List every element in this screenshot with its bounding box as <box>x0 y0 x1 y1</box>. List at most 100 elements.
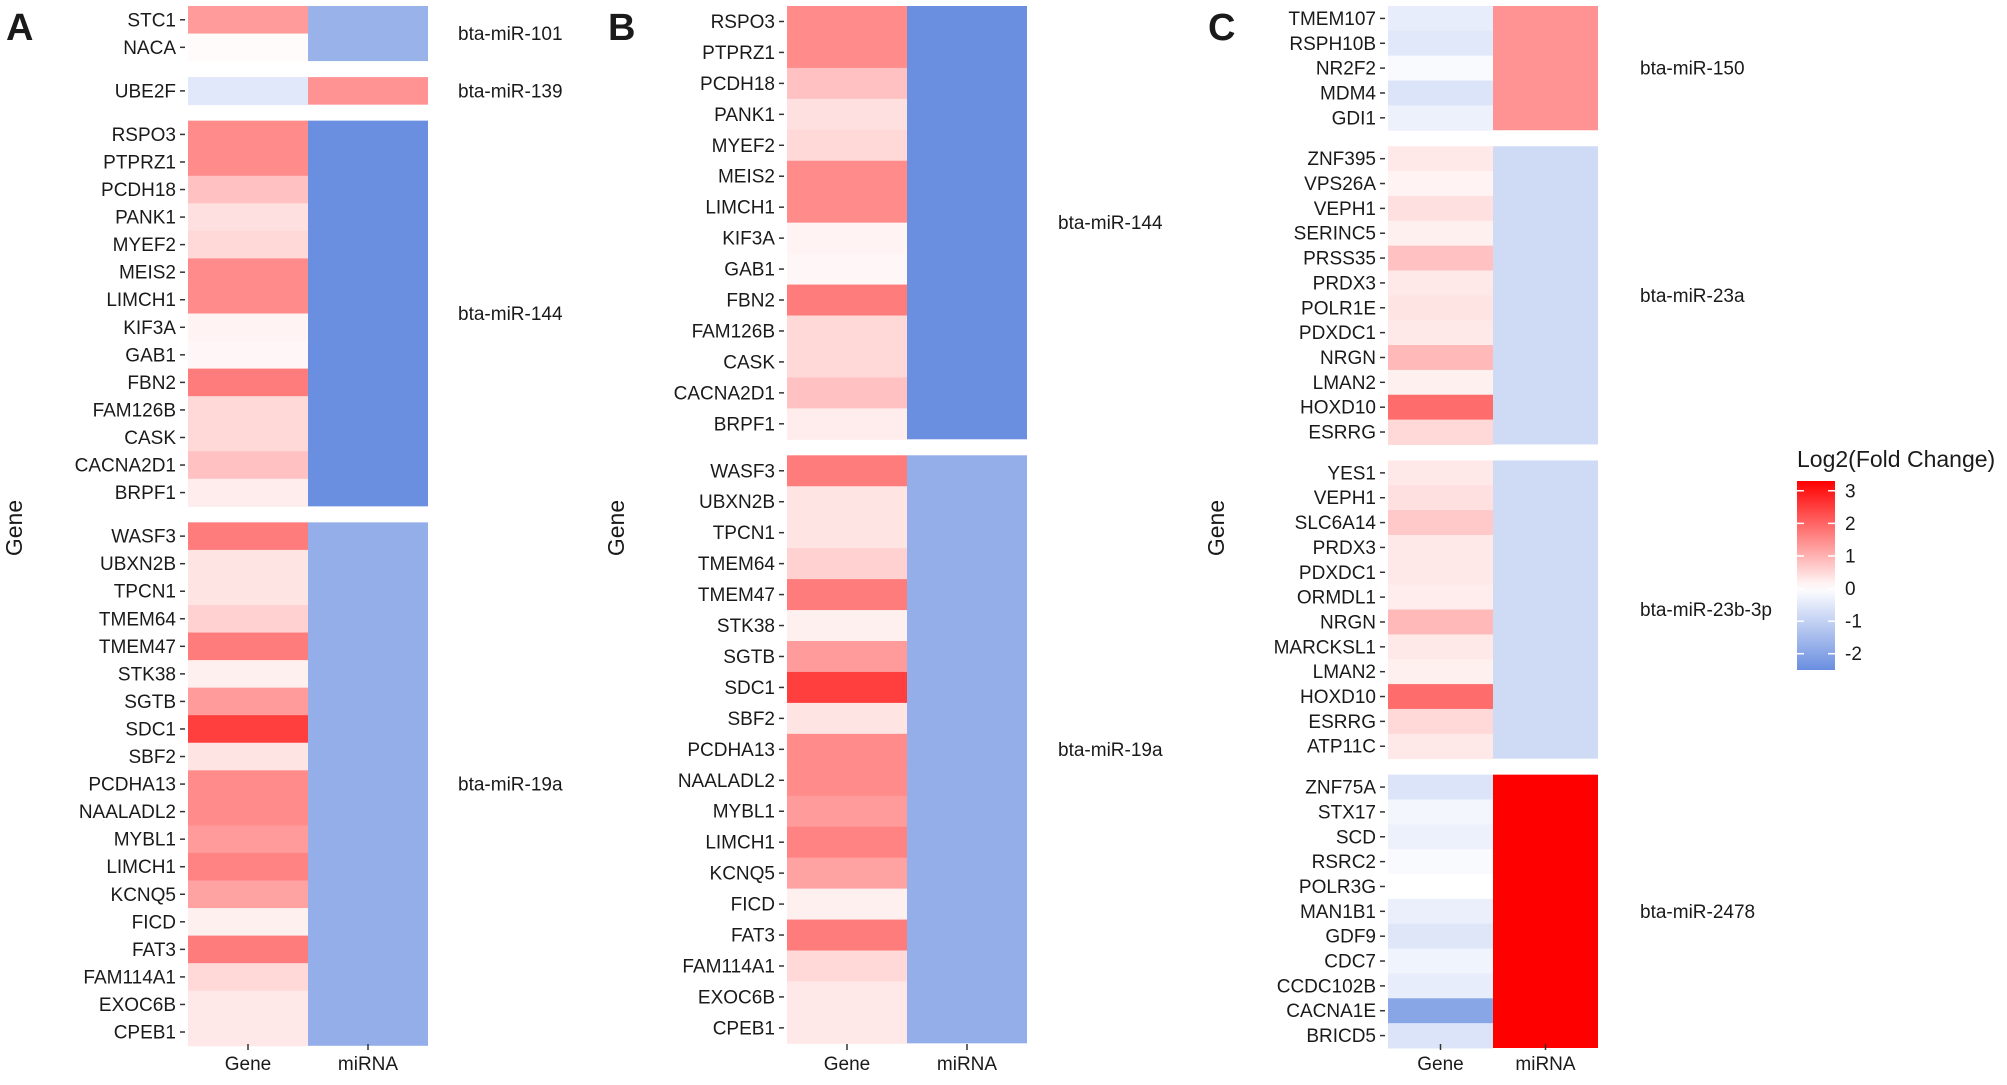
y-axis-title-a: Gene <box>1 500 27 556</box>
gene-cell-a-stk38 <box>188 660 308 689</box>
gene-cell-b-mybl1 <box>787 795 907 828</box>
gene-label-cask: CASK <box>124 428 176 449</box>
legend-tick-label: 1 <box>1845 546 1856 567</box>
gene-cell-b-myef2 <box>787 129 907 162</box>
gene-label-lman2: LMAN2 <box>1313 662 1376 683</box>
gene-cell-a-naaladl2 <box>188 797 308 826</box>
gene-cell-b-stk38 <box>787 610 907 642</box>
x-tick-gene: Gene <box>225 1054 271 1075</box>
gene-cell-c-znf395 <box>1388 146 1493 172</box>
gene-cell-c-prdx3 <box>1388 270 1493 296</box>
gene-label-ormdl1: ORMDL1 <box>1297 588 1376 609</box>
gene-label-scd: SCD <box>1336 827 1376 848</box>
gene-cell-b-pcdha13 <box>787 733 907 766</box>
gene-label-esrrg: ESRRG <box>1308 423 1376 444</box>
gene-label-gab1: GAB1 <box>724 260 775 281</box>
gene-cell-b-kcnq5 <box>787 857 907 890</box>
gene-label-mybl1: MYBL1 <box>114 830 176 851</box>
gene-cell-c-tmem107 <box>1388 6 1493 32</box>
gene-label-fam126b: FAM126B <box>692 321 775 342</box>
gene-cell-a-kif3a <box>188 313 308 342</box>
gene-cell-c-veph1 <box>1388 485 1493 511</box>
mirna-label-bta-mir-19a: bta-miR-19a <box>458 775 563 796</box>
gene-label-cask: CASK <box>723 352 775 373</box>
x-tick-mirna: miRNA <box>1515 1054 1575 1075</box>
mirna-label-bta-mir-139: bta-miR-139 <box>458 81 563 102</box>
gene-cell-a-cask <box>188 423 308 452</box>
gene-label-ubxn2b: UBXN2B <box>699 492 775 513</box>
gene-cell-a-limch1 <box>188 852 308 881</box>
gene-cell-b-naaladl2 <box>787 764 907 797</box>
gene-label-ube2f: UBE2F <box>115 81 176 102</box>
panel-letter-a: A <box>6 7 33 49</box>
mirna-label-bta-mir-150: bta-miR-150 <box>1640 59 1745 80</box>
gene-label-pcdha13: PCDHA13 <box>687 740 775 761</box>
gene-label-lman2: LMAN2 <box>1313 373 1376 394</box>
gene-label-kif3a: KIF3A <box>722 229 775 250</box>
gene-cell-b-cpeb1 <box>787 1012 907 1044</box>
gene-cell-c-polr1e <box>1388 295 1493 321</box>
gene-cell-a-meis2 <box>188 258 308 287</box>
gene-label-wasf3: WASF3 <box>111 527 176 548</box>
gene-label-pdxdc1: PDXDC1 <box>1299 563 1376 584</box>
gene-cell-c-atp11c <box>1388 733 1493 760</box>
gene-label-ficd: FICD <box>132 912 176 933</box>
gene-label-znf395: ZNF395 <box>1307 149 1376 170</box>
gene-cell-b-tmem64 <box>787 548 907 580</box>
mirna-cell-c-bta-mir-150 <box>1493 6 1598 131</box>
gene-label-rspo3: RSPO3 <box>112 125 176 146</box>
gene-cell-b-fat3 <box>787 919 907 951</box>
gene-cell-c-gdf9 <box>1388 923 1493 950</box>
mirna-cell-b-bta-mir-19a <box>907 455 1027 1044</box>
panel-letter-c: C <box>1208 7 1235 49</box>
gene-label-stk38: STK38 <box>717 616 775 637</box>
gene-label-pcdh18: PCDH18 <box>700 74 775 95</box>
gene-label-ptprz1: PTPRZ1 <box>103 152 176 173</box>
gene-label-tmem47: TMEM47 <box>698 585 775 606</box>
legend-title: Log2(Fold Change) <box>1797 446 1995 472</box>
mirna-cell-c-bta-mir-2478 <box>1493 774 1598 1048</box>
gene-cell-c-polr3g <box>1388 874 1493 900</box>
gene-cell-a-wasf3 <box>188 522 308 551</box>
mirna-label-bta-mir-2478: bta-miR-2478 <box>1640 902 1755 923</box>
gene-cell-a-pcdha13 <box>188 770 308 799</box>
gene-label-sbf2: SBF2 <box>128 747 176 768</box>
gene-cell-c-hoxd10 <box>1388 394 1493 421</box>
gene-label-exoc6b: EXOC6B <box>698 987 775 1008</box>
gene-cell-b-pcdh18 <box>787 67 907 100</box>
gene-cell-a-sbf2 <box>188 742 308 771</box>
gene-label-exoc6b: EXOC6B <box>99 995 176 1016</box>
gene-label-meis2: MEIS2 <box>119 263 176 284</box>
gene-label-naaladl2: NAALADL2 <box>79 802 176 823</box>
gene-cell-c-cdc7 <box>1388 948 1493 974</box>
gene-label-brpf1: BRPF1 <box>714 414 775 435</box>
gene-label-naca: NACA <box>123 38 176 59</box>
gene-label-tmem107: TMEM107 <box>1288 9 1376 30</box>
gene-label-stk38: STK38 <box>118 664 176 685</box>
gene-cell-a-naca <box>188 33 308 62</box>
gene-cell-a-kcnq5 <box>188 880 308 909</box>
gene-cell-c-prss35 <box>1388 245 1493 271</box>
gene-label-limch1: LIMCH1 <box>705 198 775 219</box>
gene-cell-b-fam126b <box>787 315 907 347</box>
mirna-label-bta-mir-101: bta-miR-101 <box>458 24 563 45</box>
gene-label-fat3: FAT3 <box>132 940 176 961</box>
gene-label-tmem47: TMEM47 <box>99 637 176 658</box>
gene-label-esrrg: ESRRG <box>1308 712 1376 733</box>
gene-cell-a-sdc1 <box>188 715 308 744</box>
gene-cell-a-tpcn1 <box>188 577 308 606</box>
gene-cell-a-fam126b <box>188 396 308 425</box>
gene-label-rsph10b: RSPH10B <box>1289 34 1376 55</box>
mirna-label-bta-mir-144: bta-miR-144 <box>1058 213 1163 234</box>
gene-cell-b-ficd <box>787 888 907 921</box>
gene-cell-b-sgtb <box>787 641 907 673</box>
gene-label-tpcn1: TPCN1 <box>713 523 775 544</box>
gene-cell-c-cacna1e <box>1388 998 1493 1024</box>
gene-cell-a-rspo3 <box>188 120 308 149</box>
gene-label-wasf3: WASF3 <box>710 461 775 482</box>
gene-label-hoxd10: HOXD10 <box>1300 687 1376 708</box>
gene-cell-c-gdi1 <box>1388 105 1493 131</box>
gene-cell-a-cpeb1 <box>188 1018 308 1047</box>
gene-cell-c-stx17 <box>1388 799 1493 825</box>
